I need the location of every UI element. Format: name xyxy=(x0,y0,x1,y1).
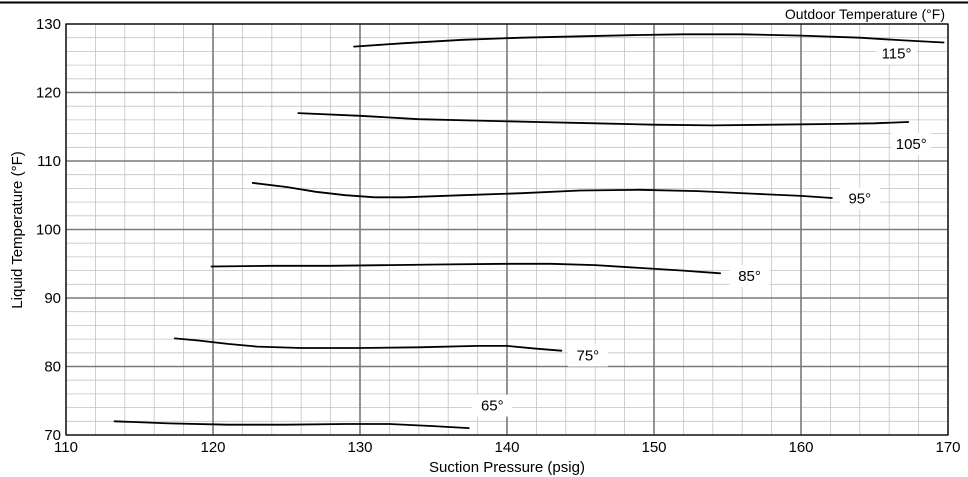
plot-frame xyxy=(65,23,949,436)
x-axis-label: Suction Pressure (psig) xyxy=(429,459,585,476)
series-label-bg xyxy=(729,265,770,288)
series-label-bg xyxy=(472,394,513,417)
series-labels: 115° 105° 95° 85° 75° 65° xyxy=(472,42,932,417)
y-axis-label: Liquid Temperature (°F) xyxy=(9,151,26,308)
series-label-bg xyxy=(567,344,608,367)
x-tick-label: 130 xyxy=(347,439,372,456)
x-tick-label: 170 xyxy=(935,439,960,456)
series-line xyxy=(297,112,910,127)
legend-title: Outdoor Temperature (°F) xyxy=(785,6,945,22)
y-tick-label: 90 xyxy=(44,290,61,307)
series-label: 95° xyxy=(848,191,871,208)
series-label: 65° xyxy=(481,398,504,415)
x-tick-label: 150 xyxy=(641,439,666,456)
series-lines xyxy=(113,33,945,430)
y-tick-label: 80 xyxy=(44,359,61,376)
major-grid xyxy=(65,23,949,436)
x-tick-label: 120 xyxy=(200,439,225,456)
series-label-bg xyxy=(891,132,932,155)
y-tick-label: 130 xyxy=(36,16,61,33)
series-line xyxy=(353,33,945,48)
x-tick-label: 160 xyxy=(788,439,813,456)
series-label: 85° xyxy=(738,268,761,285)
series-line xyxy=(210,262,721,275)
y-tick-label: 70 xyxy=(44,427,61,444)
y-tick-label: 120 xyxy=(36,85,61,102)
x-tick-label: 140 xyxy=(494,439,519,456)
series-line xyxy=(251,181,833,199)
y-axis-ticks: 70 80 90 100 110 120 130 xyxy=(36,16,61,444)
series-label: 105° xyxy=(896,136,927,153)
series-line xyxy=(173,337,563,352)
series-line xyxy=(113,420,470,430)
x-tick-label: 110 xyxy=(54,439,78,456)
x-axis-ticks: 110 120 130 140 150 160 170 xyxy=(54,439,960,456)
y-tick-label: 110 xyxy=(37,153,61,170)
series-label-bg xyxy=(839,187,880,210)
series-label: 115° xyxy=(882,45,912,62)
y-tick-label: 100 xyxy=(36,222,61,239)
series-label-bg xyxy=(876,42,917,65)
series-label: 75° xyxy=(577,348,600,365)
